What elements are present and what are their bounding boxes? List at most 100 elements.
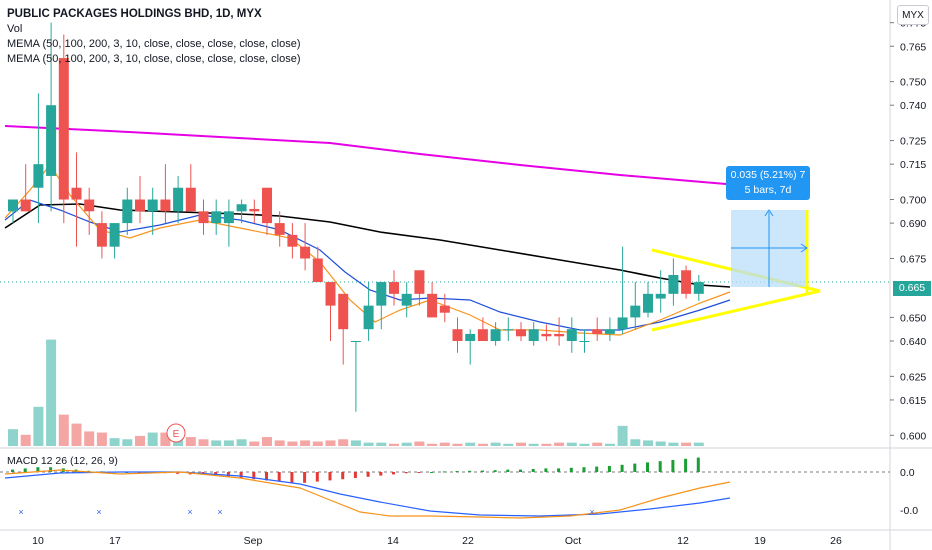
macd-tick-label: 0.0 — [900, 467, 915, 479]
macd-histogram-bar — [493, 470, 497, 472]
date-tick-label: 12 — [677, 535, 689, 547]
macd-histogram-bar — [315, 472, 319, 482]
macd-histogram-bar — [506, 469, 510, 472]
candle-body — [249, 208, 260, 212]
candle-body — [96, 223, 107, 247]
candle-body — [185, 187, 196, 212]
candle-body — [617, 317, 628, 330]
symbol-title: PUBLIC PACKAGES HOLDINGS BHD, 1D, MYX — [7, 8, 262, 20]
candle-body — [668, 274, 679, 294]
candle-body — [427, 293, 438, 318]
macd-histogram-bar — [519, 469, 522, 472]
macd-histogram-bar — [404, 472, 408, 474]
event-marker-label: E — [173, 429, 180, 440]
candle-body — [389, 282, 399, 294]
candle-body — [20, 199, 31, 212]
price-tick-label: 0.625 — [900, 371, 926, 383]
volume-bar — [211, 440, 222, 446]
volume-bar — [439, 442, 450, 446]
price-tick-label: 0.715 — [900, 159, 926, 171]
price-tick-label: 0.650 — [900, 312, 926, 324]
volume-bar — [46, 339, 57, 446]
date-tick-label: 14 — [387, 535, 399, 547]
cross-marker: × — [217, 507, 222, 517]
measure-arrowhead-up — [764, 209, 774, 217]
macd-histogram-bar — [696, 457, 700, 472]
volume-bar — [185, 437, 196, 446]
cross-marker: × — [187, 507, 192, 517]
volume-bar — [122, 439, 133, 446]
volume-bar — [96, 432, 107, 446]
macd-histogram-bar — [176, 472, 180, 474]
volume-bar — [109, 438, 120, 446]
candle-body — [414, 270, 425, 294]
price-tick-label: 0.640 — [900, 336, 926, 348]
macd-histogram-bar — [684, 458, 688, 472]
volume-bar — [262, 437, 272, 446]
macd-histogram-bar — [353, 472, 357, 478]
macd-histogram-bar — [252, 472, 256, 480]
macd-histogram-bar — [582, 467, 586, 472]
macd-line — [4, 471, 731, 517]
macd-histogram-bar — [531, 469, 535, 472]
macd-histogram-bar — [417, 472, 421, 473]
macd-histogram-bar — [671, 460, 675, 472]
candle-body — [84, 199, 95, 212]
candle-body — [528, 329, 539, 341]
volume-bar — [363, 442, 374, 446]
candle-body — [236, 204, 247, 212]
volume-bar — [566, 442, 577, 446]
volume-bar — [477, 443, 488, 446]
volume-bar — [84, 431, 95, 446]
candle-body — [681, 270, 692, 294]
macd-histogram-bar — [455, 471, 459, 473]
candle-body — [173, 187, 184, 212]
volume-bar — [592, 442, 603, 446]
candle-body — [363, 305, 374, 330]
volume-bar — [516, 442, 526, 446]
macd-tick-label: -0.0 — [900, 505, 918, 517]
candle-body — [554, 333, 565, 337]
candle-body — [401, 293, 412, 306]
candle-body — [579, 341, 590, 342]
volume-bar — [604, 443, 615, 446]
measure-label: 0.035 (5.21%) 7 5 bars, 7d — [726, 166, 810, 200]
candle-body — [198, 211, 209, 224]
candle-body — [541, 333, 552, 337]
macd-histogram-bar — [569, 467, 573, 472]
chart-legend: PUBLIC PACKAGES HOLDINGS BHD, 1D, MYX Vo… — [7, 7, 300, 67]
macd-histogram-bar — [379, 472, 383, 476]
volume-bar — [338, 439, 349, 446]
macd-histogram-bar — [277, 472, 281, 482]
candle-body — [274, 223, 285, 235]
currency-button[interactable]: MYX — [897, 5, 929, 25]
volume-bar — [33, 406, 44, 446]
volume-bar — [427, 443, 438, 446]
candle-body — [350, 341, 361, 342]
macd-histogram-bar — [633, 463, 637, 472]
volume-bar — [20, 434, 31, 446]
volume-bar — [465, 442, 476, 446]
price-tick-label: 0.700 — [900, 195, 926, 207]
candle-body — [376, 282, 387, 306]
volume-bar — [71, 423, 82, 446]
volume-bar — [554, 442, 565, 446]
measure-arrowhead-right — [800, 243, 808, 253]
volume-bar — [490, 442, 501, 446]
candle-body — [490, 329, 501, 341]
date-tick-label: Oct — [565, 535, 581, 547]
candle-body — [325, 282, 336, 306]
volume-bar — [693, 442, 704, 446]
macd-histogram-bar — [658, 461, 662, 472]
candle-body — [503, 329, 514, 331]
macd-histogram-bar — [607, 466, 611, 472]
price-tick-label: 0.600 — [900, 430, 926, 442]
date-tick-label: 22 — [462, 535, 474, 547]
macd-histogram-bar — [366, 472, 370, 477]
volume-bar — [401, 442, 412, 446]
legend-vol: Vol — [7, 23, 23, 35]
volume-bar — [300, 440, 311, 446]
candle-body — [643, 293, 653, 313]
volume-bar — [160, 432, 171, 446]
